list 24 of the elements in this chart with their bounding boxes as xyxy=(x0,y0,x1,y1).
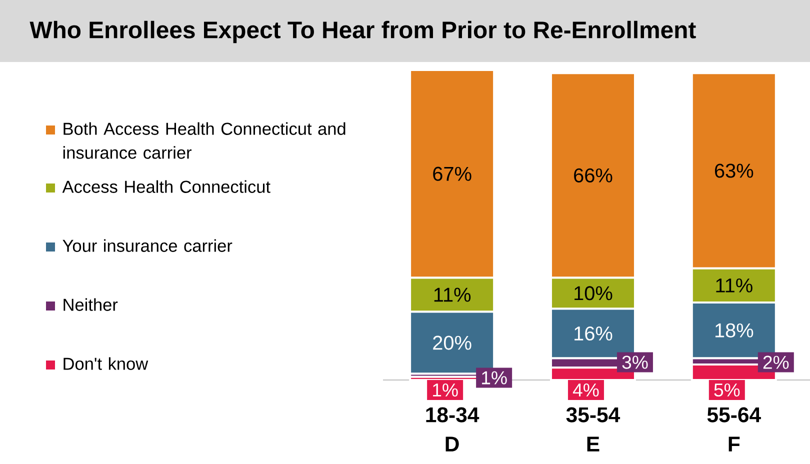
data-label: 11% xyxy=(716,278,752,292)
x-tick-label: 18-34 D xyxy=(426,407,480,452)
data-label: 18% xyxy=(715,323,754,338)
data-label: 20% xyxy=(433,336,472,350)
data-label: 63% xyxy=(714,164,754,178)
data-label: 16% xyxy=(574,326,612,341)
legend-label: Don't know xyxy=(64,357,148,370)
data-label: 1% xyxy=(433,383,458,396)
data-label: 2% xyxy=(763,356,789,369)
data-label: 67% xyxy=(433,166,472,181)
data-label: 4% xyxy=(572,383,599,396)
legend-label: Your insurance carrier xyxy=(62,239,232,252)
data-label: 1% xyxy=(482,371,507,384)
x-tick-label: 35-54 E xyxy=(566,407,620,452)
data-label: 3% xyxy=(622,356,648,369)
data-label: 5% xyxy=(714,383,740,397)
legend-label: Neither xyxy=(64,298,118,311)
data-label: 66% xyxy=(574,168,612,182)
legend-label: Access Health Connecticut xyxy=(62,180,270,193)
data-label: 11% xyxy=(434,288,471,302)
data-label: 10% xyxy=(574,286,612,300)
x-tick-label: 55-64 F xyxy=(707,407,761,452)
legend-label: Both Access Health Connecticut and insurance carrier xyxy=(63,122,346,159)
chart-title: Who Enrollees Expect To Hear from Prior to Re-Enrollment xyxy=(30,20,696,44)
